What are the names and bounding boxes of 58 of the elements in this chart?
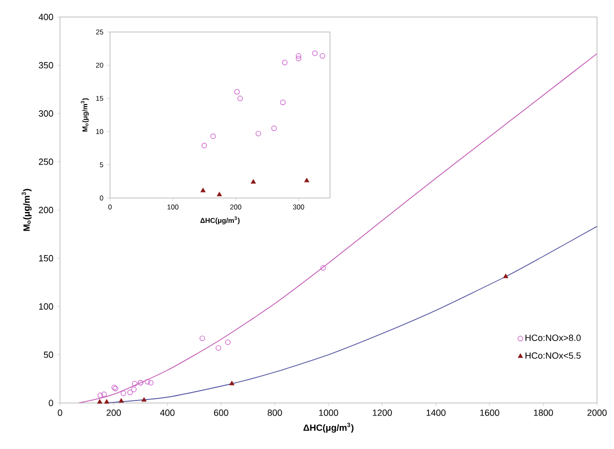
point: [148, 380, 154, 386]
line-series: [78, 53, 597, 403]
y-axis-title: M$_{o}$(μg/m$^{3}$): [22, 188, 32, 231]
legend-label: HCo:NOx>8.0: [526, 334, 581, 341]
point: [101, 392, 107, 398]
point: [229, 380, 234, 386]
point: [503, 274, 508, 278]
x-tick-label: 1600: [480, 410, 500, 416]
point: [120, 390, 126, 396]
point: [142, 397, 146, 402]
x-tick-label: 1800: [534, 410, 553, 416]
point: [216, 192, 222, 196]
point: [97, 399, 102, 404]
point: [271, 126, 277, 132]
point: [118, 398, 124, 403]
point: [296, 53, 302, 59]
y-tick-label: 300: [38, 110, 54, 117]
point: [296, 56, 302, 62]
x-tick-label: 1400: [426, 410, 446, 416]
point: [237, 96, 243, 102]
legend-label: HCo:NOx<5.5: [526, 352, 581, 359]
point: [202, 142, 208, 148]
point: [280, 100, 286, 106]
x-tick-label: 1200: [372, 410, 392, 416]
point: [282, 60, 288, 66]
point: [104, 399, 110, 404]
point: [256, 130, 262, 136]
point: [304, 178, 310, 182]
x-axis-title: ΔHC(μg/m$^{3}$): [303, 422, 354, 433]
x-tick-label: 400: [160, 410, 175, 416]
x-tick-label: 200: [106, 410, 121, 416]
point: [132, 380, 138, 386]
point: [234, 89, 240, 95]
y-tick-label: 150: [39, 255, 54, 262]
point: [320, 265, 326, 271]
x-tick-label: 2000: [587, 410, 607, 416]
point: [225, 339, 231, 345]
y-tick-label: 0: [48, 400, 54, 406]
point: [127, 390, 133, 396]
point: [200, 188, 206, 192]
point: [216, 345, 222, 351]
y-tick-label: 100: [39, 303, 54, 310]
point: [320, 53, 326, 59]
point: [200, 336, 206, 342]
y-tick-label: 350: [38, 62, 54, 68]
x-tick-label: 1000: [319, 410, 338, 416]
point: [312, 50, 318, 56]
point: [210, 133, 216, 139]
x-tick-label: 800: [268, 410, 282, 416]
point: [250, 179, 256, 184]
x-tick-label: 600: [214, 410, 228, 416]
y-tick-label: 250: [38, 158, 54, 165]
y-tick-label: 400: [38, 14, 54, 20]
point: [131, 386, 137, 392]
point: [98, 392, 104, 398]
point: [144, 379, 150, 385]
y-tick-label: 50: [44, 352, 54, 358]
x-tick-label: 0: [58, 410, 62, 416]
